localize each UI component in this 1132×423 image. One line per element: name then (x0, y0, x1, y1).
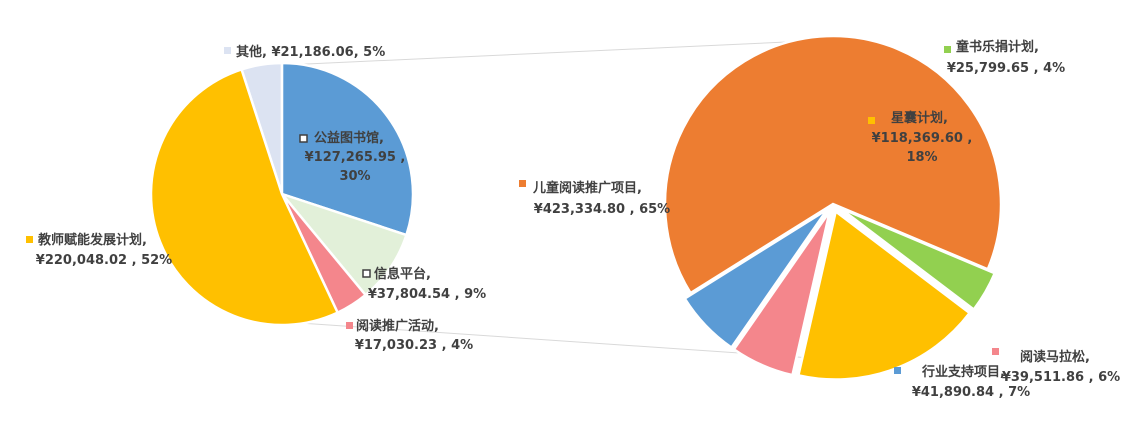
left-pie (149, 61, 415, 327)
data-label: 教师赋能发展计划, (37, 232, 147, 248)
data-label: 公益图书馆, (314, 130, 384, 146)
legend-marker (519, 180, 526, 187)
data-label: 阅读推广活动, (356, 318, 439, 334)
data-label: ¥423,334.80 , 65% (534, 202, 670, 217)
right-pie (663, 34, 1003, 381)
pie2-slice-2 (796, 209, 972, 381)
data-label: 其他, ¥21,186.06, 5% (236, 44, 385, 60)
data-label: 儿童阅读推广项目, (532, 180, 642, 196)
data-label: ¥25,799.65 , 4% (947, 61, 1065, 76)
data-labels: 其他, ¥21,186.06, 5% 公益图书馆, ¥127,265.95 , 30%… (26, 39, 1120, 400)
pie2-slice-0 (663, 34, 1003, 295)
data-label: 30% (339, 169, 370, 184)
legend-marker (868, 117, 875, 124)
connector-line (284, 39, 831, 66)
pie2-slice-1 (839, 206, 997, 312)
data-label: ¥127,265.95 , (305, 150, 406, 165)
data-label: 行业支持项目, (921, 364, 1005, 380)
pie1-slice-1 (280, 61, 415, 237)
data-label: ¥220,048.02 , 52% (36, 253, 172, 268)
data-label: 信息平台, (374, 266, 431, 282)
legend-marker (224, 47, 231, 54)
pie1-slice-4 (149, 67, 340, 327)
legend-marker (26, 236, 33, 243)
data-label: 童书乐捐计划, (956, 39, 1039, 55)
data-label: ¥17,030.23 , 4% (355, 338, 473, 353)
pie2-slice-4 (683, 208, 829, 350)
legend-marker (992, 348, 999, 355)
data-label: ¥41,890.84 , 7% (912, 385, 1030, 400)
data-label: ¥39,511.86 , 6% (1002, 370, 1120, 385)
pie2-slice-3 (732, 210, 831, 377)
data-label: 星囊计划, (891, 110, 948, 126)
legend-marker (299, 134, 308, 143)
legend-marker (894, 367, 901, 374)
legend-marker (362, 269, 371, 278)
data-label: 18% (906, 150, 937, 165)
data-label: 阅读马拉松, (1020, 349, 1090, 365)
legend-marker (346, 322, 353, 329)
legend-marker (944, 46, 951, 53)
data-label: ¥118,369.60 , (872, 131, 973, 146)
data-label: ¥37,804.54 , 9% (368, 287, 486, 302)
